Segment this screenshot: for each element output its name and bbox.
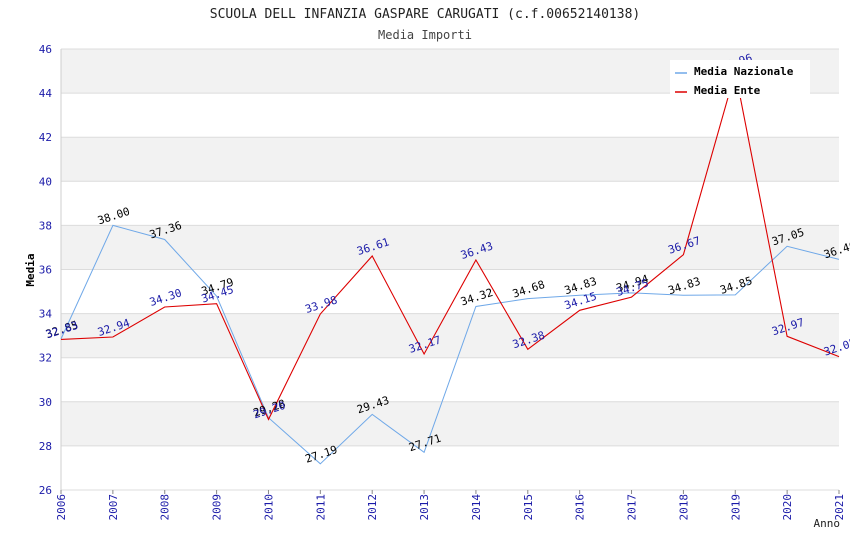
x-tick-label: 2017: [626, 494, 639, 521]
chart-title: SCUOLA DELL INFANZIA GASPARE CARUGATI (c…: [210, 7, 640, 22]
y-tick-label: 26: [39, 484, 52, 497]
x-tick-label: 2008: [159, 494, 172, 521]
x-tick-label: 2009: [211, 494, 224, 521]
grid-band: [61, 401, 839, 446]
chart-subtitle: Media Importi: [378, 28, 472, 42]
y-tick-label: 42: [39, 131, 52, 144]
y-tick-labels: 26 28 30 32 34 36 38 40 42 44 46: [39, 43, 53, 497]
y-tick-label: 28: [39, 440, 52, 453]
x-tick-label: 2013: [418, 494, 431, 521]
legend-label-media-ente: Media Ente: [694, 84, 761, 97]
x-tick-label: 2014: [470, 494, 483, 521]
x-tick-label: 2015: [522, 494, 535, 521]
y-tick-label: 32: [39, 352, 52, 365]
legend: Media Nazionale Media Ente: [670, 60, 810, 98]
x-tick-label: 2007: [107, 494, 120, 521]
x-tick-label: 2006: [55, 494, 68, 521]
series-line-media-ente: [60, 71, 840, 421]
x-tick-label: 2018: [677, 494, 690, 521]
x-tick-label: 2021: [833, 494, 846, 521]
x-axis-title: Anno: [814, 517, 841, 530]
y-tick-label: 46: [39, 43, 52, 56]
grid-band: [61, 93, 839, 138]
x-tick-label: 2019: [729, 494, 742, 521]
series-lines: [60, 71, 840, 465]
y-tick-label: 38: [39, 219, 52, 232]
x-tick-labels: 2006 2007 2008 2009 2010 2011 2012 2013 2014 2015…: [55, 494, 846, 521]
x-tick-label: 2016: [574, 494, 587, 521]
grid-band: [61, 313, 839, 358]
x-tick-label: 2010: [262, 494, 275, 521]
y-tick-label: 40: [39, 175, 52, 188]
grid-lines: [60, 48, 840, 494]
x-tick-label: 2020: [781, 494, 794, 521]
grid-band: [61, 181, 839, 226]
grid-band: [61, 137, 839, 182]
y-tick-label: 30: [39, 396, 52, 409]
y-tick-label: 44: [39, 87, 53, 100]
grid-band: [61, 445, 839, 490]
legend-box: [670, 60, 810, 98]
y-tick-label: 34: [39, 308, 53, 321]
y-axis-title: Media: [24, 253, 37, 286]
grid-band: [61, 225, 839, 270]
legend-label-media-nazionale: Media Nazionale: [694, 65, 794, 78]
x-tick-label: 2011: [314, 494, 327, 521]
x-tick-label: 2012: [366, 494, 379, 521]
y-tick-label: 36: [39, 264, 52, 277]
series-line-media-nazionale: [60, 224, 840, 465]
